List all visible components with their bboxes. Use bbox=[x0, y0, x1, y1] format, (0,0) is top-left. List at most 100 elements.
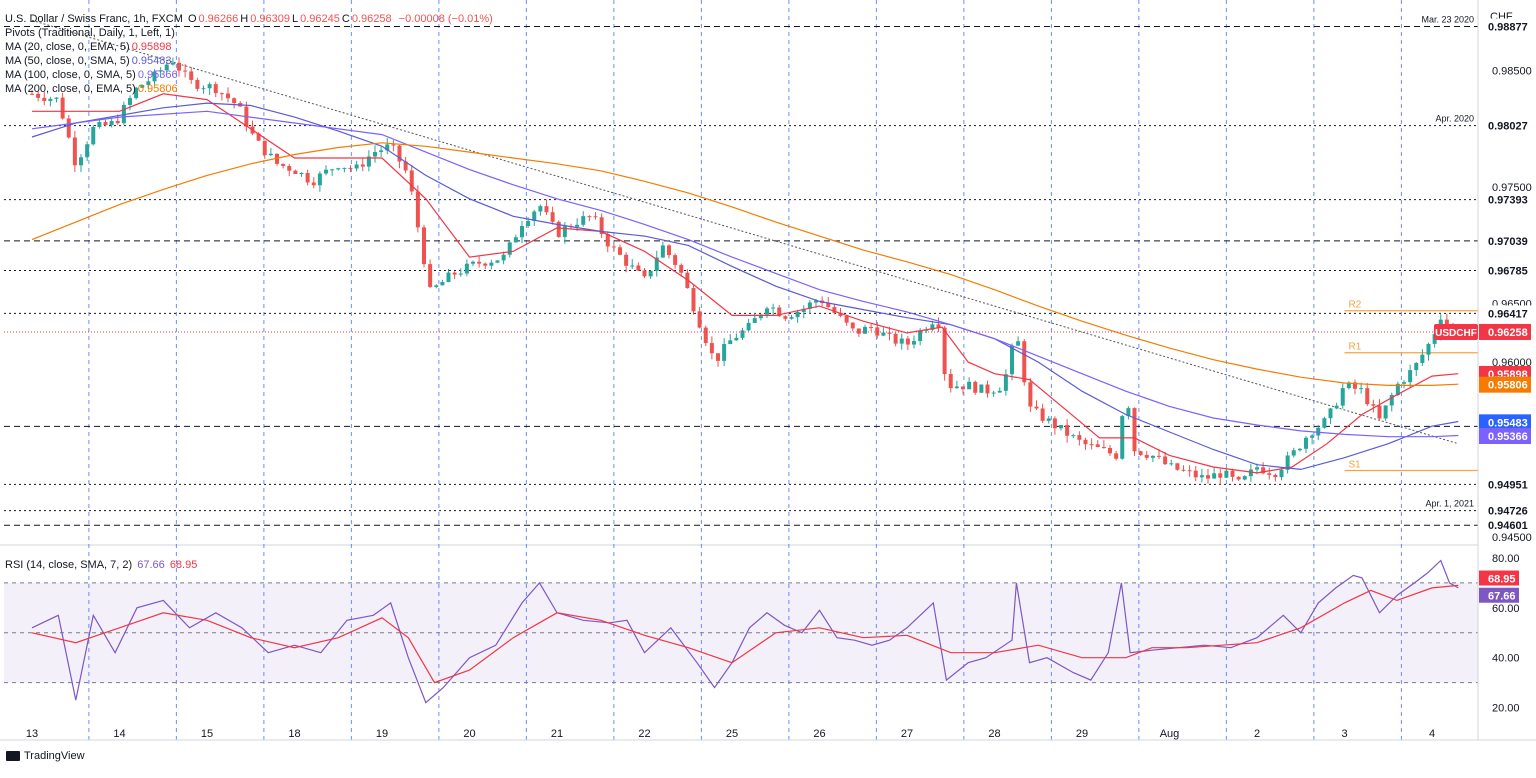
candle-body bbox=[1340, 388, 1345, 406]
indicator-label: MA (200, close, 0, EMA, 5) bbox=[5, 83, 136, 95]
header-legend: U.S. Dollar / Swiss Franc, 1h, FXCM O 0.9… bbox=[5, 12, 495, 26]
candle-body bbox=[170, 62, 175, 65]
candle-body bbox=[60, 97, 65, 119]
candle-body bbox=[207, 84, 212, 89]
candle-body bbox=[336, 168, 341, 170]
candle-body bbox=[716, 353, 720, 361]
candle-body bbox=[752, 318, 757, 323]
candle-body bbox=[1040, 408, 1045, 421]
candle-body bbox=[954, 386, 959, 389]
candle-body bbox=[856, 328, 861, 334]
candle-body bbox=[814, 300, 818, 303]
candle-body bbox=[489, 262, 494, 266]
candle-body bbox=[899, 338, 904, 344]
indicator-row[interactable]: MA (100, close, 0, SMA, 5) 0.95366 bbox=[5, 68, 180, 82]
price-level-name: Apr. 2020 bbox=[1435, 114, 1474, 124]
rsi-ma-line bbox=[31, 584, 1459, 684]
value-badge-bg bbox=[1479, 376, 1531, 393]
candle-body bbox=[195, 79, 200, 89]
candle-body bbox=[189, 71, 194, 80]
candle-body bbox=[1273, 474, 1278, 478]
candle-body bbox=[287, 165, 292, 171]
candle-body bbox=[1389, 395, 1394, 406]
candle-body bbox=[458, 273, 463, 275]
candle-body bbox=[1169, 463, 1174, 465]
time-tick-label: 25 bbox=[726, 728, 738, 740]
indicator-label: Pivots (Traditional, Daily, 1, Left, 1) bbox=[5, 27, 175, 39]
candle-body bbox=[667, 245, 671, 256]
time-tick-label: 15 bbox=[201, 728, 213, 740]
candle-body bbox=[1150, 455, 1155, 458]
candle-body bbox=[379, 150, 384, 152]
candle-body bbox=[1346, 382, 1351, 389]
candle-body bbox=[391, 144, 396, 146]
indicator-label: MA (50, close, 0, SMA, 5) bbox=[5, 55, 130, 67]
candle-body bbox=[1065, 424, 1070, 436]
candle-body bbox=[409, 170, 414, 192]
time-tick-label: 20 bbox=[463, 728, 475, 740]
candle-body bbox=[618, 247, 622, 255]
candle-body bbox=[1414, 362, 1419, 371]
tradingview-footer[interactable]: TradingView bbox=[6, 750, 85, 762]
candle-body bbox=[697, 311, 702, 328]
candle-body bbox=[428, 264, 433, 287]
candle-body bbox=[422, 227, 426, 265]
candle-body bbox=[1402, 382, 1406, 384]
candle-body bbox=[103, 122, 108, 126]
value-badge-label: 0.95806 bbox=[1488, 380, 1528, 392]
candle-body bbox=[201, 88, 206, 90]
candle-body bbox=[1212, 473, 1217, 479]
candle-body bbox=[1108, 447, 1112, 454]
pivot-label: S1 bbox=[1349, 460, 1362, 471]
candle-body bbox=[1193, 470, 1198, 478]
candle-body bbox=[636, 265, 641, 271]
candle-body bbox=[317, 173, 322, 186]
rsi-badge-label: 68.95 bbox=[1488, 574, 1516, 586]
candle-body bbox=[268, 153, 273, 156]
indicator-row[interactable]: Pivots (Traditional, Daily, 1, Left, 1) bbox=[5, 26, 180, 40]
candle-body bbox=[366, 156, 371, 167]
candle-body bbox=[1126, 408, 1131, 417]
candle-body bbox=[262, 140, 267, 156]
indicator-row[interactable]: MA (200, close, 0, EMA, 5) 0.95806 bbox=[5, 82, 180, 96]
candle-body bbox=[936, 324, 941, 328]
price-level-badge-bg bbox=[1479, 18, 1531, 35]
price-level-badge-bg bbox=[1479, 232, 1531, 249]
candle-body bbox=[72, 137, 77, 166]
candle-body bbox=[226, 93, 230, 99]
candle-body bbox=[483, 263, 488, 266]
candle-body bbox=[1248, 469, 1253, 477]
candle-body bbox=[66, 118, 71, 138]
candle-body bbox=[777, 307, 782, 317]
candle-body bbox=[1003, 374, 1008, 391]
candle-body bbox=[979, 384, 984, 393]
candle-body bbox=[1310, 435, 1315, 438]
candle-body bbox=[1187, 470, 1192, 472]
candle-body bbox=[305, 172, 310, 183]
candle-body bbox=[1206, 475, 1210, 479]
price-level-badge-bg bbox=[1479, 117, 1531, 134]
candle-body bbox=[464, 263, 469, 274]
candle-body bbox=[912, 341, 916, 345]
candle-body bbox=[722, 344, 727, 361]
candle-body bbox=[403, 161, 408, 171]
ohlc-value-h: 0.96309 bbox=[250, 13, 290, 25]
candle-body bbox=[373, 151, 377, 157]
candle-body bbox=[1010, 345, 1014, 375]
candle-body bbox=[79, 157, 83, 166]
candle-body bbox=[360, 164, 365, 167]
indicator-row[interactable]: MA (50, close, 0, SMA, 5) 0.95483 bbox=[5, 54, 180, 68]
indicator-row[interactable]: MA (20, close, 0, EMA, 5) 0.95898 bbox=[5, 40, 180, 54]
rsi-legend: RSI (14, close, SMA, 7, 2) 67.66 68.95 bbox=[5, 558, 199, 572]
candle-body bbox=[624, 254, 629, 266]
ma-line-sma100 bbox=[31, 110, 1459, 438]
candle-body bbox=[1230, 470, 1235, 477]
candle-body bbox=[1034, 406, 1039, 409]
candle-body bbox=[844, 315, 849, 323]
candle-body bbox=[587, 216, 592, 218]
candle-body bbox=[1083, 439, 1088, 445]
candle-body bbox=[783, 316, 788, 319]
pivot-label: R1 bbox=[1349, 342, 1362, 353]
candle-body bbox=[887, 332, 892, 334]
